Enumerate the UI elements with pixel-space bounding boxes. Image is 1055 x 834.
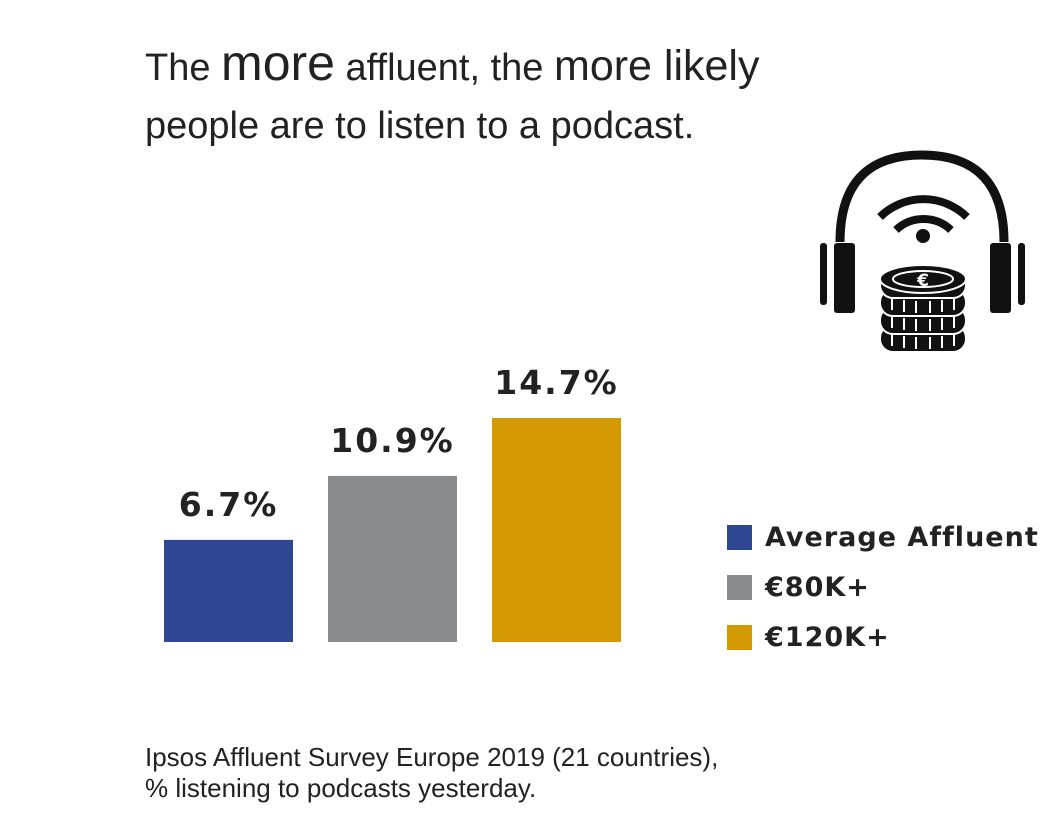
bar-average-affluent	[164, 539, 293, 642]
title-word-more-likely: more likely	[554, 42, 760, 90]
coin-euro-symbol: €	[916, 271, 929, 291]
legend: Average Affluent €80K+ €120K+	[727, 512, 1039, 662]
value-label-120k: 14.7%	[494, 363, 619, 402]
legend-swatch-average-affluent	[727, 524, 752, 550]
bar-120k	[492, 418, 621, 642]
legend-label-120k: €120K+	[765, 621, 890, 653]
legend-item-80k: €80K+	[727, 562, 1039, 612]
value-labels-layer: 6.7% 10.9% 14.7%	[179, 363, 619, 524]
value-label-average-affluent: 6.7%	[179, 485, 279, 524]
source-line-2: % listening to podcasts yesterday.	[145, 773, 537, 803]
bar-80k	[328, 475, 457, 642]
bar-chart: 6.7% 10.9% 14.7%	[164, 363, 621, 642]
bars-layer	[164, 418, 621, 642]
title-word-affluent: affluent, the	[334, 47, 554, 89]
title-line-2: people are to listen to a podcast.	[145, 105, 695, 147]
legend-swatch-120k	[727, 624, 752, 650]
legend-label-80k: €80K+	[765, 571, 870, 603]
title-word-more: more	[221, 35, 335, 91]
source-line-1: Ipsos Affluent Survey Europe 2019 (21 co…	[145, 742, 719, 772]
title-word-the: The	[145, 47, 222, 89]
chart-title: The more affluent, the more likely peopl…	[145, 34, 905, 155]
value-label-80k: 10.9%	[330, 421, 455, 460]
legend-swatch-80k	[727, 574, 752, 600]
legend-item-average-affluent: Average Affluent	[727, 512, 1039, 562]
source-note: Ipsos Affluent Survey Europe 2019 (21 co…	[145, 742, 718, 804]
podcast-headphones-coins-icon: €	[820, 150, 1025, 353]
legend-label-average-affluent: Average Affluent	[765, 521, 1039, 553]
legend-item-120k: €120K+	[727, 612, 1039, 662]
